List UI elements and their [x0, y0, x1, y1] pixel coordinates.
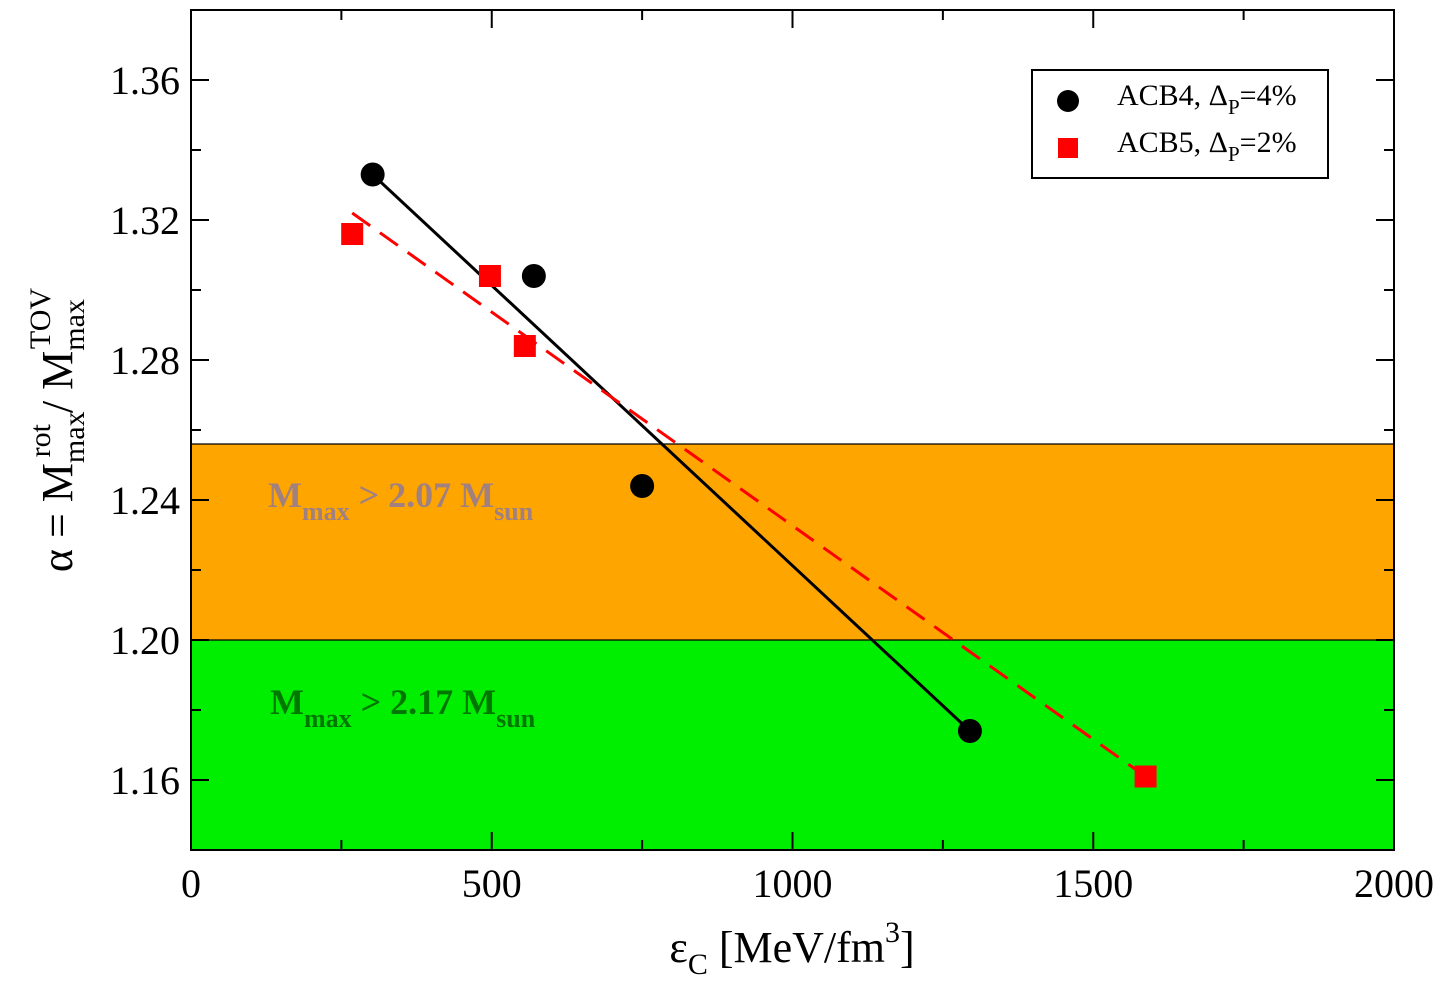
data-points	[341, 162, 1157, 788]
point-s0-3	[957, 719, 982, 743]
band-label-0: Mmax > 2.07 Msun	[268, 475, 534, 526]
point-s0-1	[521, 264, 546, 288]
y-axis-title: α = Mmaxrot / MmaxTOV	[24, 288, 91, 572]
shaded-bands	[191, 443, 1394, 850]
fit-line-1	[351, 211, 1147, 778]
y-tick-label-2: 1.24	[110, 478, 180, 523]
axis-tick-labels: 0 500 1000 1500 2000 1.16 1.20 1.24 1.28 1.32 1.36	[110, 58, 1434, 906]
band-labels: Mmax > 2.07 Msun Mmax > 2.17 Msun	[268, 475, 536, 733]
y-tick-label-4: 1.32	[110, 198, 180, 243]
point-s1-0	[341, 223, 364, 245]
band-0	[191, 444, 1394, 640]
x-axis-title: εC [MeV/fm3]	[669, 916, 914, 981]
point-s0-2	[630, 474, 655, 498]
band-label-1: Mmax > 2.17 Msun	[270, 682, 536, 733]
y-tick-label-5: 1.36	[110, 58, 180, 103]
x-tick-label-2: 1000	[753, 861, 833, 906]
point-s0-0	[360, 162, 385, 187]
x-tick-label-0: 0	[181, 861, 201, 906]
x-tick-label-1: 500	[462, 861, 522, 906]
y-tick-label-0: 1.16	[110, 758, 180, 803]
x-tick-label-4: 2000	[1354, 861, 1434, 906]
fit-line-0	[371, 173, 971, 733]
legend-marker-acb5	[1058, 138, 1078, 158]
y-tick-label-3: 1.28	[110, 338, 180, 383]
legend-label-acb4: ACB4, ΔP=4%	[1117, 79, 1297, 119]
legend-box	[1031, 69, 1329, 179]
point-s1-1	[478, 265, 501, 287]
x-tick-label-3: 1500	[1053, 861, 1133, 906]
legend-marker-acb4	[1057, 90, 1079, 112]
axis-ticks	[190, 10, 1395, 850]
fit-lines	[351, 173, 1147, 778]
band-1	[191, 640, 1394, 850]
point-s1-3	[1134, 765, 1157, 788]
point-s1-2	[513, 335, 536, 357]
y-tick-label-1: 1.20	[110, 618, 180, 663]
legend-label-acb5: ACB5, ΔP=2%	[1117, 126, 1297, 166]
legend: ACB4, ΔP=4% ACB5, ΔP=2%	[1031, 69, 1329, 179]
